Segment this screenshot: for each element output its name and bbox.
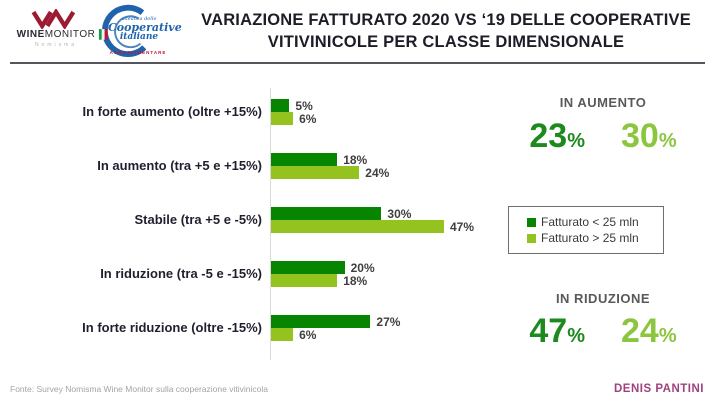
author-credit: DENIS PANTINI	[614, 383, 704, 395]
legend: Fatturato < 25 mln Fatturato > 25 mln	[508, 206, 664, 254]
increase-heading: IN AUMENTO	[559, 95, 647, 110]
decrease-values: 47% 24%	[505, 313, 701, 354]
cooperative-logo-agroalimentare: AGROALIMENTARE	[109, 50, 167, 55]
category-label: In aumento (tra +5 e +15%)	[97, 158, 262, 173]
bar-value-label: 18%	[343, 152, 368, 167]
legend-label: Fatturato > 25 mln	[541, 231, 639, 245]
decrease-value-small-coop: 47%	[529, 312, 585, 350]
cooperative-italiane-logo: alleanza delle Cooperative italiane AGRO…	[96, 3, 182, 61]
legend-swatch-icon	[527, 233, 536, 243]
bar-group: 18% 24%	[271, 152, 390, 180]
bar-value-label: 5%	[295, 98, 313, 113]
bar-value-label: 6%	[299, 111, 317, 126]
cooperative-logo-line3: italiane	[119, 32, 159, 42]
bar-group: 20% 18%	[271, 260, 375, 288]
cooperative-logo-line2: Cooperative	[108, 21, 182, 34]
increase-value-large-coop: 30%	[621, 117, 677, 155]
page-title: VARIAZIONE FATTURATO 2020 VS ‘19 DELLE C…	[201, 11, 691, 52]
category-label: Stabile (tra +5 e -5%)	[134, 212, 262, 227]
bar-small-coop	[271, 315, 371, 328]
category-label: In forte aumento (oltre +15%)	[82, 104, 263, 119]
legend-label: Fatturato < 25 mln	[541, 215, 639, 229]
bar-large-coop	[271, 220, 444, 233]
bar-small-coop	[271, 207, 382, 220]
increase-value-small-coop: 23%	[529, 117, 585, 155]
bar-small-coop	[271, 99, 290, 112]
axis-line	[270, 88, 271, 360]
bar-value-label: 27%	[376, 314, 401, 329]
decrease-heading: IN RIDUZIONE	[555, 291, 651, 306]
bar-row: In forte aumento (oltre +15%) 5% 6%	[0, 98, 520, 126]
bar-small-coop	[271, 261, 345, 274]
bar-large-coop	[271, 112, 294, 125]
wine-monitor-name: WINEMONITOR	[16, 29, 96, 40]
bar-value-label: 47%	[450, 219, 475, 234]
bar-large-coop	[271, 166, 360, 179]
bar-group: 27% 6%	[271, 314, 401, 342]
bar-row: In aumento (tra +5 e +15%) 18% 24%	[0, 152, 520, 180]
legend-item: Fatturato > 25 mln	[527, 230, 663, 246]
bar-group: 5% 6%	[271, 98, 317, 126]
cooperative-swirl-icon	[98, 4, 147, 57]
bar-large-coop	[271, 328, 294, 341]
bar-value-label: 18%	[343, 273, 368, 288]
decrease-value-large-coop: 24%	[621, 312, 677, 350]
source-note: Fonte: Survey Nomisma Wine Monitor sulla…	[10, 384, 268, 394]
increase-values: 23% 30%	[505, 118, 701, 159]
bar-value-label: 30%	[387, 206, 412, 221]
bar-large-coop	[271, 274, 338, 287]
wine-monitor-logo: WINEMONITOR Nomisma	[14, 9, 98, 48]
cooperative-logo-text: alleanza delle Cooperative italiane	[108, 16, 182, 42]
legend-item: Fatturato < 25 mln	[527, 214, 663, 230]
cooperative-logo-line1: alleanza delle	[121, 16, 157, 22]
bar-row: In forte riduzione (oltre -15%) 27% 6%	[0, 314, 520, 342]
wine-monitor-subtitle: Nomisma	[34, 42, 78, 48]
bar-group: 30% 47%	[271, 206, 475, 234]
bar-value-label: 20%	[350, 260, 375, 275]
category-label: In forte riduzione (oltre -15%)	[82, 320, 262, 335]
bar-row: Stabile (tra +5 e -5%) 30% 47%	[0, 206, 520, 234]
bar-small-coop	[271, 153, 338, 166]
bar-row: In riduzione (tra -5 e -15%) 20% 18%	[0, 260, 520, 288]
legend-swatch-icon	[527, 217, 536, 227]
bar-value-label: 24%	[365, 165, 390, 180]
category-label: In riduzione (tra -5 e -15%)	[100, 266, 262, 281]
header-divider	[10, 62, 705, 64]
wine-monitor-mark-icon	[14, 9, 98, 29]
bar-value-label: 6%	[299, 327, 317, 342]
